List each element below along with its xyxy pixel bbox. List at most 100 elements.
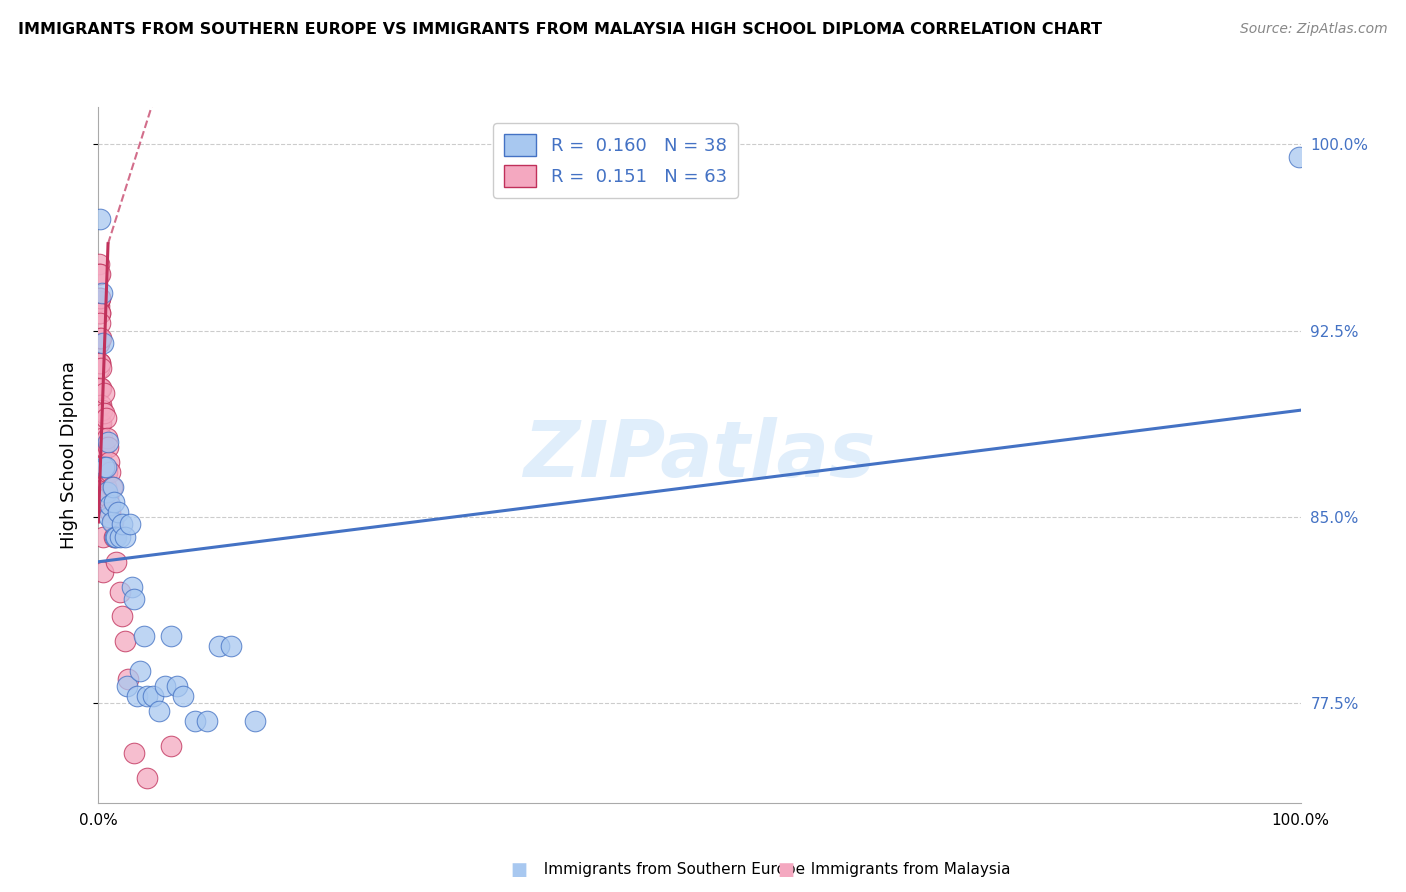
- Point: [1288, 150, 1310, 164]
- Point: [94, 480, 117, 494]
- Point: [89, 416, 111, 430]
- Point: [114, 634, 136, 648]
- Point: [90, 381, 112, 395]
- Point: [96, 465, 118, 479]
- Point: [91, 565, 114, 579]
- Point: [93, 385, 115, 400]
- Point: [103, 530, 125, 544]
- Point: [89, 267, 111, 281]
- Point: [89, 291, 111, 305]
- Point: [135, 771, 157, 785]
- Point: [94, 460, 117, 475]
- Point: [141, 689, 163, 703]
- Point: [135, 689, 157, 703]
- Point: [91, 480, 114, 494]
- Point: [166, 679, 188, 693]
- Point: [89, 356, 111, 370]
- Point: [87, 299, 110, 313]
- Point: [219, 639, 242, 653]
- Point: [89, 306, 111, 320]
- Point: [101, 515, 124, 529]
- Point: [89, 293, 111, 308]
- Point: [98, 455, 121, 469]
- Point: [89, 381, 111, 395]
- Point: [183, 714, 205, 728]
- Point: [117, 679, 139, 693]
- Point: [90, 480, 112, 494]
- Point: [96, 430, 118, 444]
- Point: [208, 639, 231, 653]
- Point: [100, 480, 122, 494]
- Point: [87, 336, 110, 351]
- Text: ■: ■: [510, 861, 527, 879]
- Point: [108, 584, 131, 599]
- Point: [96, 485, 118, 500]
- Point: [89, 356, 111, 370]
- Point: [89, 291, 111, 305]
- Text: Immigrants from Southern Europe: Immigrants from Southern Europe: [534, 863, 806, 877]
- Point: [90, 331, 112, 345]
- Point: [90, 398, 112, 412]
- Point: [89, 331, 111, 345]
- Point: [111, 609, 134, 624]
- Point: [89, 331, 111, 345]
- Point: [121, 580, 143, 594]
- Point: [100, 465, 122, 479]
- Text: ■: ■: [778, 861, 794, 879]
- Point: [93, 460, 115, 475]
- Point: [117, 672, 139, 686]
- Point: [90, 448, 112, 462]
- Point: [91, 490, 114, 504]
- Text: Immigrants from Malaysia: Immigrants from Malaysia: [801, 863, 1011, 877]
- Point: [103, 495, 125, 509]
- Point: [118, 517, 141, 532]
- Y-axis label: High School Diploma: High School Diploma: [59, 361, 77, 549]
- Point: [94, 410, 117, 425]
- Point: [98, 510, 121, 524]
- Point: [107, 505, 129, 519]
- Point: [97, 435, 120, 450]
- Point: [105, 530, 128, 544]
- Point: [87, 336, 110, 351]
- Point: [90, 441, 112, 455]
- Point: [100, 515, 122, 529]
- Point: [159, 739, 181, 753]
- Point: [91, 530, 114, 544]
- Point: [243, 714, 266, 728]
- Point: [91, 430, 114, 444]
- Point: [108, 530, 131, 544]
- Point: [114, 530, 136, 544]
- Point: [89, 381, 111, 395]
- Point: [93, 406, 115, 420]
- Point: [90, 360, 112, 375]
- Point: [89, 267, 111, 281]
- Point: [93, 441, 115, 455]
- Point: [91, 286, 114, 301]
- Point: [91, 465, 114, 479]
- Point: [87, 416, 110, 430]
- Point: [124, 746, 146, 760]
- Point: [129, 664, 152, 678]
- Point: [87, 360, 110, 375]
- Point: [87, 306, 110, 320]
- Point: [111, 517, 134, 532]
- Point: [148, 704, 170, 718]
- Point: [91, 336, 114, 351]
- Point: [132, 629, 155, 643]
- Point: [124, 592, 146, 607]
- Point: [105, 555, 128, 569]
- Point: [89, 381, 111, 395]
- Point: [87, 256, 110, 270]
- Point: [97, 490, 120, 504]
- Point: [172, 689, 194, 703]
- Point: [87, 381, 110, 395]
- Point: [89, 316, 111, 330]
- Point: [104, 530, 127, 544]
- Point: [91, 441, 114, 455]
- Text: ZIPatlas: ZIPatlas: [523, 417, 876, 493]
- Legend: R =  0.160   N = 38, R =  0.151   N = 63: R = 0.160 N = 38, R = 0.151 N = 63: [494, 123, 738, 198]
- Point: [100, 498, 122, 512]
- Point: [159, 629, 181, 643]
- Point: [97, 441, 120, 455]
- Point: [101, 480, 124, 494]
